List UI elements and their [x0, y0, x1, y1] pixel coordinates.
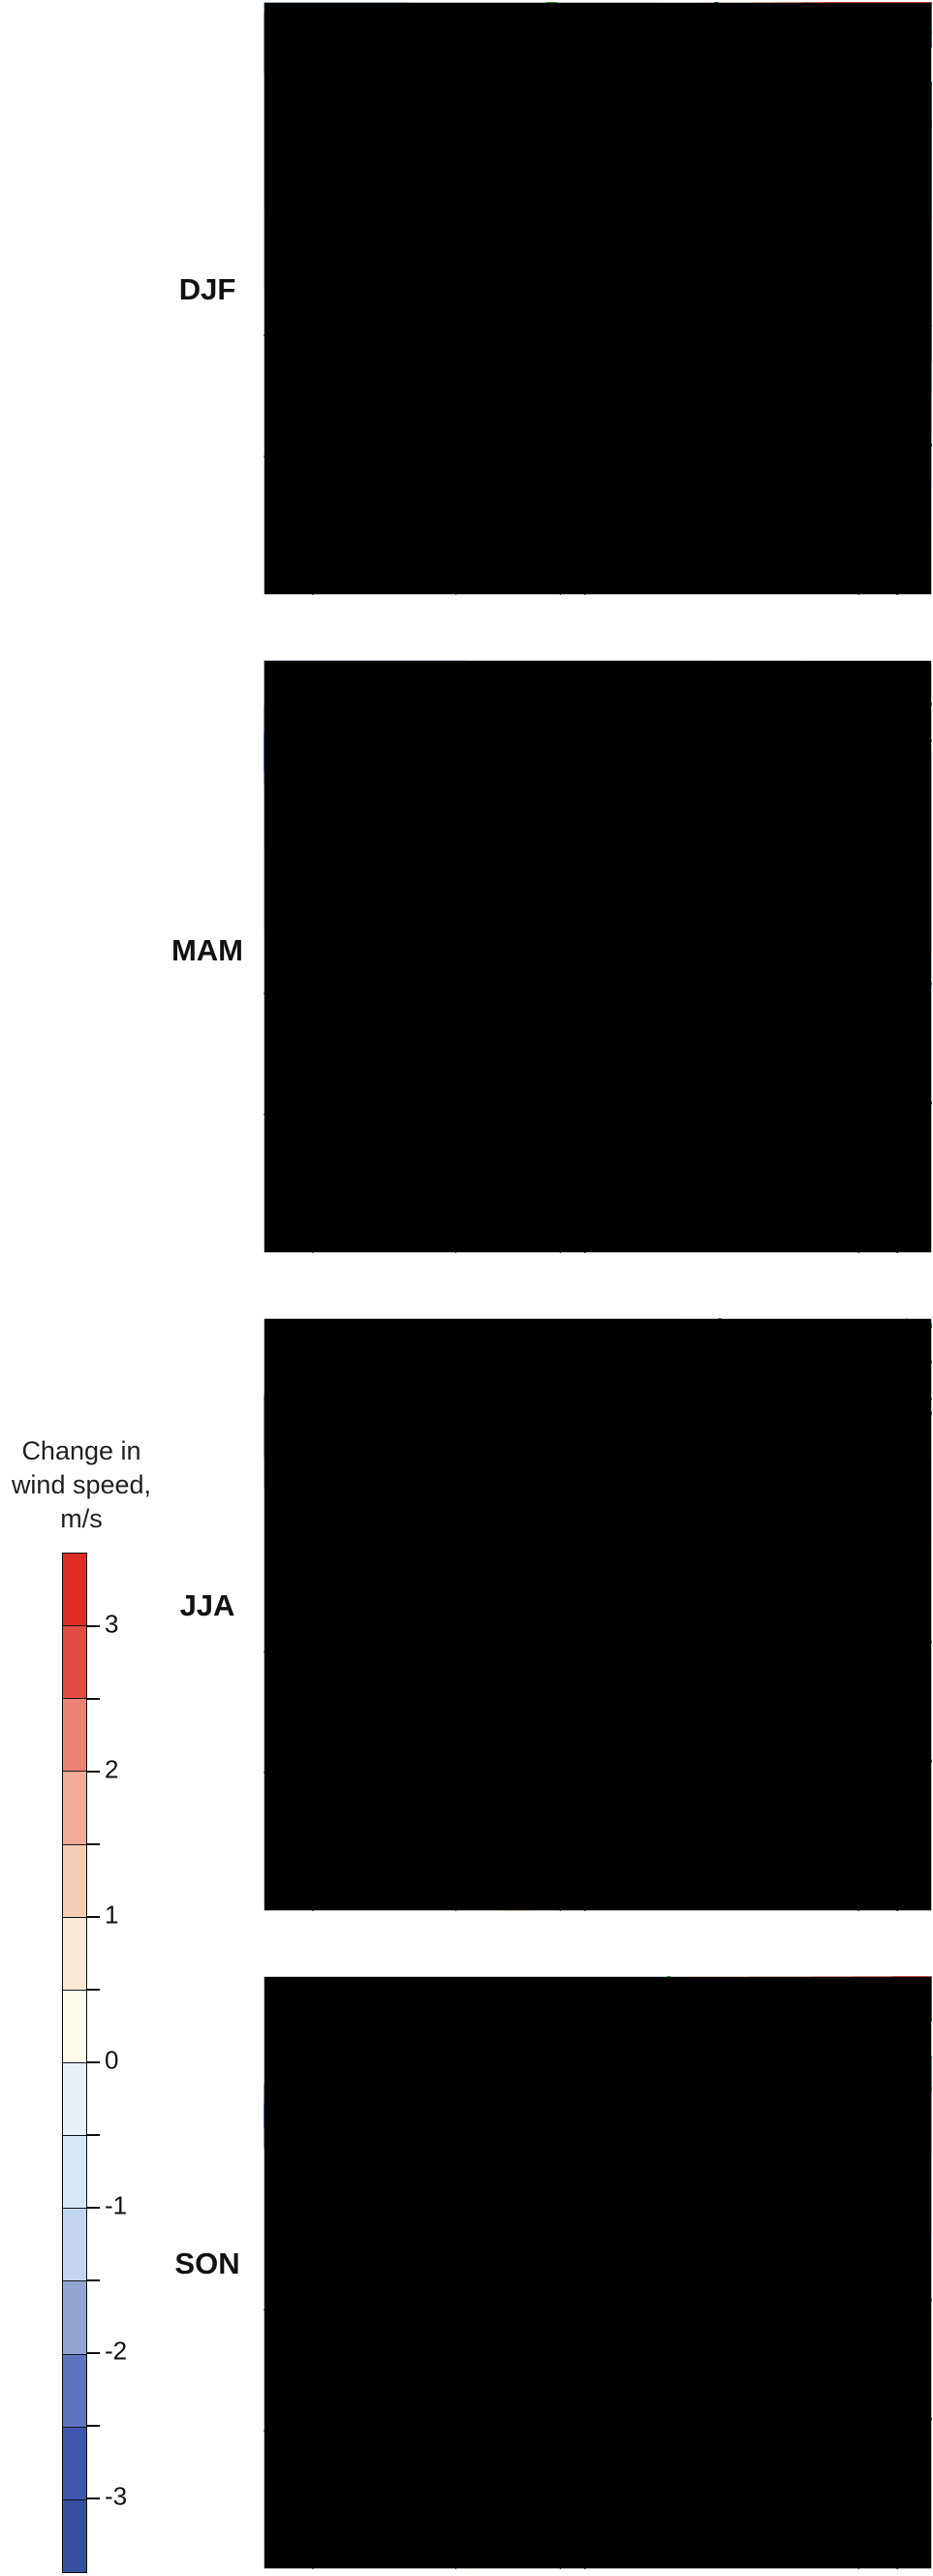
colorbar-major-tick — [87, 2207, 100, 2209]
colorbar-tick-label: -3 — [105, 2481, 128, 2511]
colorbar-segment — [63, 1989, 86, 2062]
colorbar-major-tick — [87, 2061, 100, 2063]
colorbar-minor-tick — [87, 1843, 100, 1845]
colorbar-tick-label: 0 — [105, 2045, 119, 2075]
colorbar-tick-label: 3 — [105, 1609, 119, 1639]
colorbar-major-tick — [87, 2352, 100, 2354]
map-panel-son — [264, 1976, 932, 2569]
colorbar-major-tick — [87, 2497, 100, 2499]
panel-label-jja: JJA — [179, 1588, 235, 1622]
colorbar-tick-label: 2 — [105, 1754, 119, 1784]
colorbar-minor-tick — [87, 2425, 100, 2427]
colorbar-segment — [63, 1771, 86, 1844]
colorbar-segment — [63, 1554, 86, 1626]
colorbar-segment — [63, 1843, 86, 1917]
colorbar-segment — [63, 2135, 86, 2209]
map-son — [264, 1976, 932, 2569]
colorbar — [62, 1553, 87, 2573]
colorbar-minor-tick — [87, 2134, 100, 2136]
map-panel-mam — [264, 660, 932, 1253]
panel-label-djf: DJF — [178, 272, 236, 306]
map-mam — [264, 660, 932, 1253]
map-djf — [264, 2, 932, 595]
colorbar-tick-label: -1 — [105, 2190, 128, 2220]
panel-border — [264, 1976, 932, 2569]
colorbar-title: Change in wind speed, m/s — [0, 1434, 163, 1536]
colorbar-title-line: m/s — [60, 1504, 103, 1533]
panel-border — [264, 1318, 932, 1911]
panel-border — [264, 2, 932, 595]
panel-border — [264, 660, 932, 1253]
colorbar-major-tick — [87, 1771, 100, 1773]
panel-label-son: SON — [174, 2246, 240, 2280]
colorbar-segment — [63, 2498, 86, 2572]
colorbar-segment — [63, 1698, 86, 1772]
colorbar-tick-label: 1 — [105, 1900, 119, 1930]
colorbar-major-tick — [87, 1916, 100, 1918]
colorbar-segment — [63, 2208, 86, 2281]
colorbar-major-tick — [87, 1625, 100, 1627]
colorbar-segment — [63, 1916, 86, 1990]
colorbar-segment — [63, 2061, 86, 2136]
panel-label-mam: MAM — [171, 933, 244, 967]
colorbar-minor-tick — [87, 1989, 100, 1991]
colorbar-segment — [63, 2353, 86, 2427]
colorbar-title-line: Change in — [21, 1436, 141, 1465]
colorbar-minor-tick — [87, 1698, 100, 1700]
map-jja — [264, 1318, 932, 1911]
colorbar-segment — [63, 2426, 86, 2499]
colorbar-tick-label: -2 — [105, 2336, 128, 2366]
map-panel-djf — [264, 2, 932, 595]
colorbar-title-line: wind speed, — [11, 1470, 152, 1499]
colorbar-ticks: 3 2 1 0 -1 -2 -3 — [87, 1553, 165, 2573]
colorbar-segment — [63, 1625, 86, 1699]
colorbar-minor-tick — [87, 2279, 100, 2281]
colorbar-segment — [63, 2280, 86, 2354]
map-panel-jja — [264, 1318, 932, 1911]
